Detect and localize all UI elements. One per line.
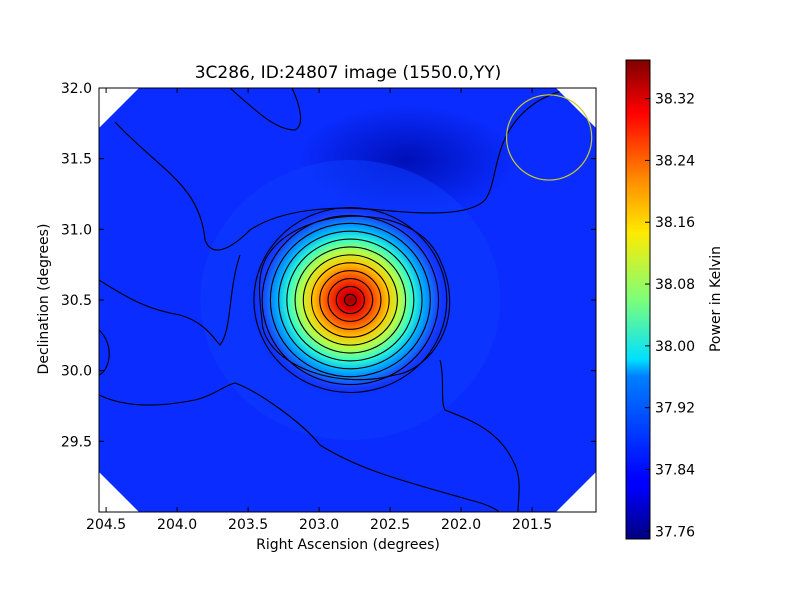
y-tick-label: 31.5 xyxy=(61,152,92,168)
contour-ring xyxy=(278,230,423,370)
contour-ring xyxy=(286,238,415,362)
x-tick-label: 201.5 xyxy=(512,517,552,533)
plot-area xyxy=(99,88,596,512)
contour-line xyxy=(99,329,110,376)
contour-lines xyxy=(99,88,571,512)
contour-ring xyxy=(253,206,448,394)
contour-ring xyxy=(269,222,431,378)
colorbar-tick-label: 37.84 xyxy=(655,462,695,478)
contour-ring xyxy=(294,246,407,354)
contour-ring xyxy=(261,214,440,386)
contour-line xyxy=(99,382,500,512)
y-tick-label: 30.5 xyxy=(61,293,92,309)
contour-ring xyxy=(302,254,398,346)
y-tick-label: 29.5 xyxy=(61,434,92,450)
colorbar-tick-label: 37.76 xyxy=(655,524,695,540)
colorbar-tick-label: 38.16 xyxy=(655,215,695,231)
x-axis: 204.5 204.0 203.5 203.0 202.5 202.0 201.5 xyxy=(86,88,552,533)
colorbar-tick-label: 37.92 xyxy=(655,401,695,417)
contour-line xyxy=(229,88,302,131)
contour-line xyxy=(439,359,520,512)
contour-source-outer xyxy=(259,215,451,381)
y-tick-label: 32.0 xyxy=(61,81,92,97)
contour-ring xyxy=(335,285,366,315)
contour-line xyxy=(114,88,571,251)
colorbar-label: Power in Kelvin xyxy=(708,246,724,352)
contour-ring xyxy=(327,278,374,322)
chart-title: 3C286, ID:24807 image (1550.0,YY) xyxy=(195,63,502,83)
contour-line xyxy=(99,254,241,346)
x-tick-label: 204.0 xyxy=(157,517,197,533)
x-tick-label: 203.0 xyxy=(299,517,339,533)
beam-circle-marker xyxy=(505,94,593,181)
x-tick-label: 204.5 xyxy=(86,517,126,533)
colorbar-ticks: 37.76 37.84 37.92 38.00 38.08 38.16 38.24 38.32 xyxy=(645,92,695,540)
x-tick-label: 202.0 xyxy=(441,517,481,533)
x-tick-label: 202.5 xyxy=(370,517,410,533)
colorbar: 37.76 37.84 37.92 38.00 38.08 38.16 38.24 38.32… xyxy=(625,59,724,540)
y-tick-label: 30.0 xyxy=(61,364,92,380)
contour-ring xyxy=(319,270,382,330)
contour-ring xyxy=(310,262,390,338)
colorbar-tick-label: 38.32 xyxy=(655,92,695,108)
colorbar-gradient xyxy=(625,59,651,540)
x-tick-label: 203.5 xyxy=(228,517,268,533)
colorbar-tick-label: 38.24 xyxy=(655,153,695,169)
colorbar-tick-label: 38.08 xyxy=(655,277,695,293)
x-axis-label: Right Ascension (degrees) xyxy=(256,537,440,553)
colorbar-tick-label: 38.00 xyxy=(655,339,695,355)
y-axis: 29.5 30.0 30.5 31.0 31.5 32.0 xyxy=(61,81,596,450)
contour-ring xyxy=(343,293,357,307)
y-axis-label: Declination (degrees) xyxy=(36,224,52,375)
y-tick-label: 31.0 xyxy=(61,222,92,238)
